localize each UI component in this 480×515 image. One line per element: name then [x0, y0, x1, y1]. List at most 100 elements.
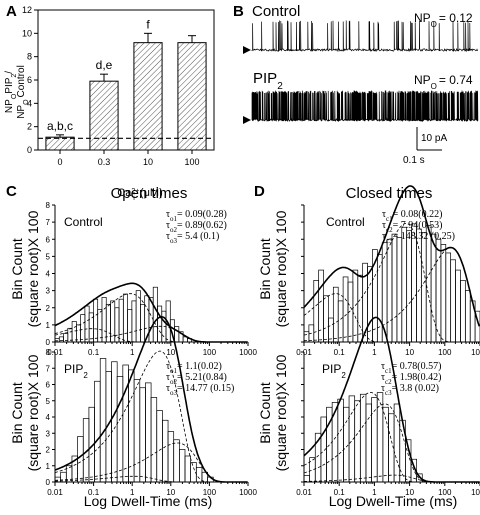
histogram-ytick-label: 1	[46, 321, 51, 330]
histogram-ytick-label: 6	[46, 235, 51, 244]
histogram-ytick-label: 7	[46, 364, 51, 373]
histogram-ytick-label: 0	[46, 478, 51, 487]
panel-a-xtick-label: 100	[184, 157, 199, 167]
panel-b-letter: B	[233, 3, 244, 20]
histogram-xtick-label: 0.1	[334, 488, 346, 497]
histogram-bin	[313, 280, 320, 343]
tau-value: τc1= 0.08(0.22)	[382, 209, 442, 223]
panel-a-ytick-label: 4	[27, 98, 32, 108]
fit-total-curve	[54, 282, 248, 343]
histogram-xtick-label: 10	[405, 488, 414, 497]
histogram-xtick-label: 1	[372, 348, 377, 357]
histogram-xtick-label: 10	[166, 348, 175, 357]
histogram-xtick-label: 1000	[471, 348, 480, 357]
histogram-bin	[365, 403, 372, 483]
histogram-bin	[145, 382, 152, 483]
histogram-bin	[118, 298, 124, 343]
histogram-bin	[173, 439, 180, 483]
fit-component-curve	[54, 328, 248, 343]
histogram-bin	[133, 379, 141, 483]
histogram-bin	[94, 380, 101, 483]
histogram-bin	[410, 458, 417, 483]
fit-component-curve	[303, 403, 480, 483]
histogram-xtick-label: 1000	[239, 348, 257, 357]
histogram-bin	[460, 280, 466, 343]
histogram-ytick-label: 4	[46, 270, 51, 279]
histogram-bin	[97, 309, 103, 343]
panel-c-bottom-label: PIP2	[64, 362, 88, 380]
tau-value: τc2= 1.98(0.42)	[381, 372, 441, 386]
histogram-ytick-label: 8	[46, 348, 51, 357]
panel-d-top-label: Control	[326, 215, 365, 229]
panel-c-top-label: Control	[64, 215, 103, 229]
tau-value: τo1= 0.09(0.28)	[166, 209, 227, 223]
panel-d-letter: D	[254, 183, 265, 200]
histogram-bin	[396, 237, 403, 343]
histogram-bin	[359, 393, 367, 483]
histogram-xtick-label: 0.01	[296, 488, 312, 497]
histogram-bin	[77, 436, 84, 483]
histogram-xtick-label: 1	[130, 488, 135, 497]
histogram-bin	[101, 297, 107, 343]
panel-c-bottom-ylabel: Bin Count (square root)X 100	[9, 354, 41, 471]
histogram-bin	[184, 455, 192, 483]
panel-a-bar-chart: 0 2 4 6 8 10 12 0 a,b,c 0.3 d,e 10 f 100	[22, 5, 215, 167]
histogram-bin	[352, 269, 359, 343]
histogram-xtick-label: 10	[166, 488, 175, 497]
histogram-xtick-label: 100	[203, 488, 217, 497]
histogram-ytick-label: 6	[46, 381, 51, 390]
histogram-bin	[328, 317, 334, 343]
panel-a-ytick-label: 8	[27, 52, 32, 62]
histogram-bin	[337, 398, 344, 483]
histogram-bin	[71, 321, 77, 343]
histogram-ytick-label: 2	[46, 446, 51, 455]
panel-a-bar-annotation: d,e	[96, 58, 113, 72]
panel-a: A NPOPIP2/ NPOControl 0246810120a,b,c0.3…	[4, 3, 215, 202]
histogram-bin	[157, 305, 163, 343]
trace-pip2-label: PIP2	[253, 70, 283, 92]
svg-text:(square root)X 100: (square root)X 100	[25, 354, 41, 471]
histogram-ytick-label: 4	[46, 413, 51, 422]
panel-a-bar	[177, 42, 207, 151]
histogram-bin	[386, 238, 393, 343]
histogram-bin	[99, 358, 107, 483]
svg-text:Bin Count: Bin Count	[9, 382, 25, 444]
histogram-bin	[58, 336, 64, 343]
panel-a-ytick-label: 0	[27, 145, 32, 155]
closed-level-marker-control	[243, 46, 251, 54]
svg-text:(square root)X 100: (square root)X 100	[273, 210, 289, 327]
panel-a-ylabel: NPOPIP2/ NPOControl	[4, 65, 30, 119]
histogram-bin	[131, 300, 137, 343]
fit-component-curve	[303, 391, 480, 483]
histogram-bin	[54, 338, 60, 343]
panel-a-xlabel: Ca2+ i (μM)	[117, 187, 163, 202]
histogram-bin	[376, 254, 383, 343]
fit-component-curve	[54, 350, 248, 483]
svg-text:NPOPIP2/: NPOPIP2/	[4, 71, 18, 113]
panel-a-bar	[45, 136, 75, 151]
histogram-xtick-label: 10	[405, 348, 414, 357]
fit-component-curve	[304, 247, 480, 342]
histogram-bin	[139, 387, 146, 483]
histogram-ytick-label: 7	[46, 218, 51, 227]
histogram-xtick-label: 100	[203, 348, 217, 357]
panel-d-bottom-label: PIP2	[322, 362, 346, 380]
panel-a-ytick-label: 2	[27, 122, 32, 132]
histogram-bin	[195, 467, 203, 483]
ylabel-2-sub: 2	[11, 74, 18, 78]
histogram-bin	[425, 225, 432, 343]
histogram-D-bottom: 0.01 0.1 1 10 100 1000	[296, 316, 480, 497]
svg-text:(square root)X 100: (square root)X 100	[273, 354, 289, 471]
fit-total-curve	[303, 316, 480, 483]
histogram-bin	[406, 230, 412, 343]
trace-pip2	[251, 90, 479, 123]
histogram-bin	[357, 274, 364, 343]
histogram-bin	[93, 298, 99, 343]
panel-a-xtick-label: 10	[143, 157, 153, 167]
tau-value: τo3= 14.77 (0.15)	[166, 383, 234, 397]
ylabel-np: NP	[4, 99, 15, 113]
panel-d-title: Closed times	[346, 185, 433, 202]
